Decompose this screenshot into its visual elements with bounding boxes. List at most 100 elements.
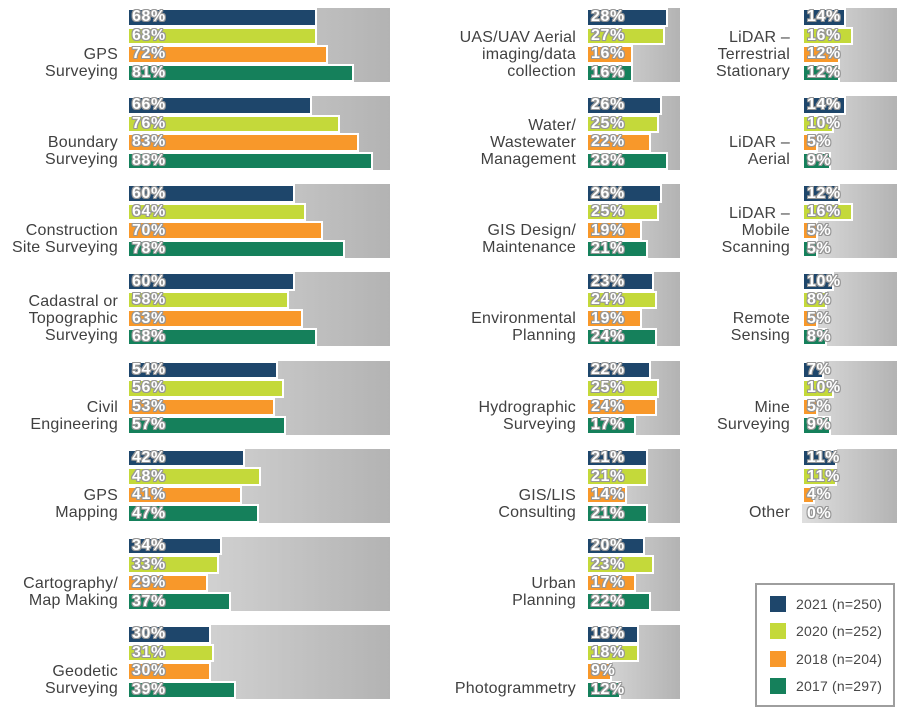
- bar-2018: [802, 397, 818, 417]
- bar-2021: [127, 184, 295, 203]
- group-label: GPS Surveying: [45, 46, 118, 80]
- bar-row-2018: 12%: [802, 45, 897, 64]
- bar-2017: [127, 504, 259, 523]
- group-label: Civil Engineering: [30, 398, 118, 433]
- bar-row-2021: 54%: [127, 360, 390, 380]
- bar-value-label: 14%: [807, 96, 841, 114]
- bar-row-2017: 22%: [586, 592, 680, 611]
- bar-2020: [127, 114, 340, 134]
- bar-track: 20% 23% 17% 22%: [586, 536, 680, 611]
- bar-2018: [127, 485, 242, 505]
- bar-2020: [586, 114, 660, 134]
- bar-track: 66% 76% 83% 88%: [127, 96, 390, 171]
- bar-value-label: 22%: [591, 133, 625, 151]
- bar-2021: [802, 8, 847, 27]
- bar-2020: [127, 26, 318, 45]
- bar-row-2020: 8%: [802, 290, 897, 310]
- bar-value-label: 83%: [132, 133, 166, 151]
- bar-track: 7% 10% 5% 9%: [802, 360, 897, 435]
- bar-2020: [586, 202, 660, 222]
- bar-2018: [802, 221, 818, 240]
- bar-value-label: 14%: [807, 8, 841, 26]
- bar-2021: [802, 184, 840, 203]
- bar-value-label: 16%: [807, 203, 841, 221]
- bar-row-2017: 39%: [127, 680, 390, 700]
- bar-2021: [586, 448, 648, 468]
- bar-value-label: 54%: [132, 360, 166, 378]
- bar-value-label: 9%: [807, 151, 832, 169]
- bar-2018: [127, 397, 276, 417]
- bar-row-2017: 21%: [586, 239, 680, 259]
- bar-2017: [586, 239, 648, 259]
- bar-2021: [586, 184, 663, 203]
- bar-row-2021: 34%: [127, 536, 390, 556]
- bar-2018: [127, 133, 360, 152]
- bar-2020: [127, 290, 290, 310]
- bar-value-label: 21%: [591, 467, 625, 485]
- bar-2020: [586, 26, 666, 45]
- bar-value-label: 30%: [132, 662, 166, 680]
- bar-2018: [802, 485, 815, 505]
- bar-row-2017: 37%: [127, 592, 390, 611]
- bar-value-label: 18%: [591, 643, 625, 661]
- bar-row-2018: 19%: [586, 309, 680, 328]
- bar-row-2021: 18%: [586, 625, 680, 644]
- bar-value-label: 16%: [591, 45, 625, 63]
- bar-row-2020: 48%: [127, 467, 390, 486]
- bar-2017: [802, 239, 818, 259]
- bar-value-label: 30%: [132, 625, 166, 643]
- bar-row-2017: 28%: [586, 151, 680, 171]
- bar-2018: [586, 309, 642, 328]
- bar-value-label: 25%: [591, 203, 625, 221]
- bar-track: 14% 16% 12% 12%: [802, 8, 897, 82]
- bar-value-label: 68%: [132, 8, 166, 26]
- bar-value-label: 20%: [591, 537, 625, 555]
- bar-2017: [586, 416, 636, 435]
- bar-track: 26% 25% 19% 21%: [586, 184, 680, 259]
- bar-row-2018: 16%: [586, 45, 680, 64]
- bar-2020: [586, 379, 660, 398]
- bar-row-2017: 12%: [586, 680, 680, 700]
- bar-value-label: 21%: [591, 504, 625, 522]
- bar-2017: [127, 239, 346, 259]
- bar-track: 54% 56% 53% 57%: [127, 360, 390, 435]
- bar-value-label: 7%: [807, 360, 832, 378]
- group-label: LiDAR – Terrestrial Stationary: [715, 29, 790, 80]
- bar-value-label: 5%: [807, 309, 832, 327]
- bar-track: 11% 11% 4% 0%: [802, 448, 897, 523]
- bar-row-2021: 20%: [586, 536, 680, 556]
- bar-row-2021: 11%: [802, 448, 897, 468]
- bar-row-2021: 26%: [586, 96, 680, 115]
- bar-value-label: 5%: [807, 221, 832, 239]
- bar-2017: [127, 63, 354, 82]
- bar-value-label: 9%: [807, 416, 832, 434]
- bar-row-2018: 53%: [127, 397, 390, 417]
- bar-value-label: 14%: [591, 486, 625, 503]
- bar-row-2021: 7%: [802, 360, 897, 380]
- bar-row-2017: 12%: [802, 63, 897, 82]
- group-label: Cartography/ Map Making: [23, 574, 118, 609]
- bar-value-label: 72%: [132, 45, 166, 63]
- bar-row-2021: 68%: [127, 8, 390, 27]
- bar-value-label: 24%: [591, 328, 625, 346]
- bar-2021: [802, 448, 837, 468]
- bar-2020: [802, 114, 834, 134]
- legend-label-2017: 2017 (n=297): [796, 677, 883, 694]
- legend: 2021 (n=250) 2020 (n=252) 2018 (n=204) 2…: [755, 583, 895, 707]
- bar-value-label: 17%: [591, 574, 625, 592]
- bar-2020: [802, 202, 853, 222]
- bar-row-2018: 14%: [586, 485, 680, 505]
- bar-value-label: 16%: [807, 26, 841, 44]
- group-label: LiDAR – Aerial: [729, 134, 790, 169]
- bar-value-label: 64%: [132, 203, 166, 221]
- bar-row-2017: 16%: [586, 63, 680, 82]
- bar-value-label: 12%: [807, 184, 841, 202]
- bar-value-label: 19%: [591, 309, 625, 327]
- bar-value-label: 25%: [591, 114, 625, 132]
- bar-2021: [802, 360, 825, 380]
- bar-value-label: 39%: [132, 680, 166, 698]
- bar-track: 18% 18% 9% 12%: [586, 625, 680, 700]
- bar-row-2017: 81%: [127, 63, 390, 82]
- bar-value-label: 33%: [132, 555, 166, 573]
